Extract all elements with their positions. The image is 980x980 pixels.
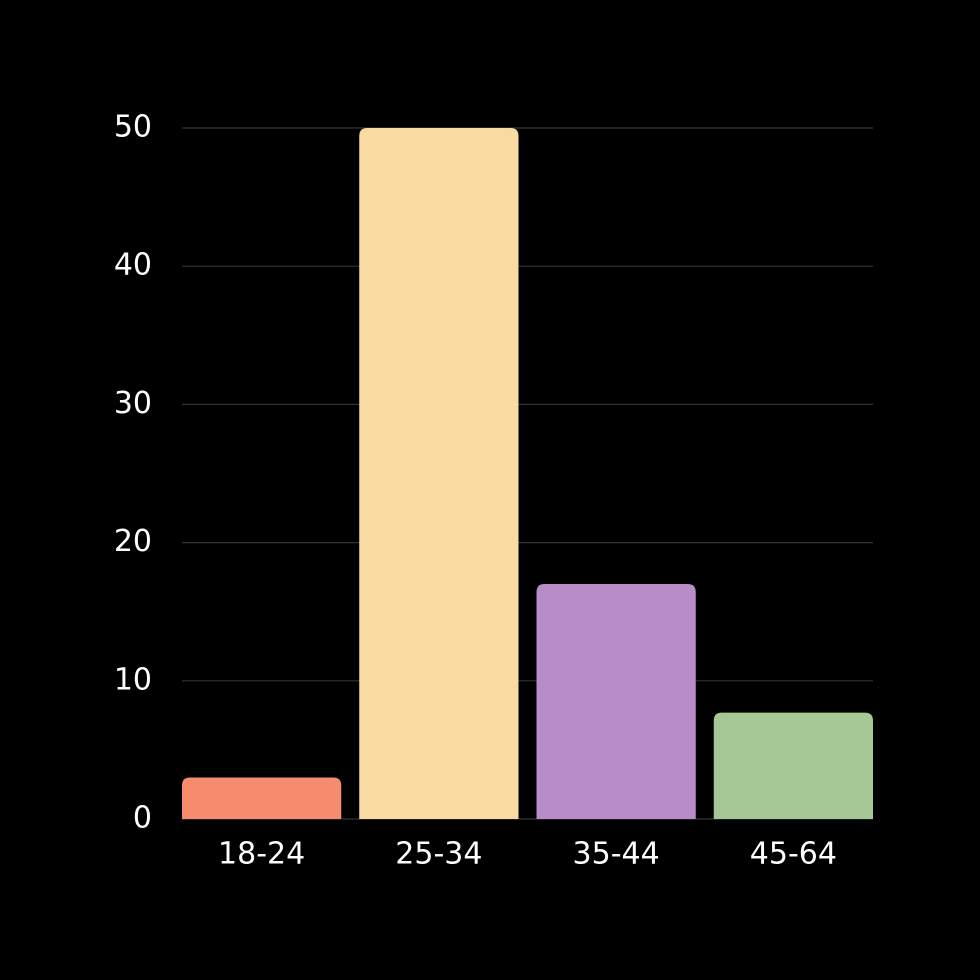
x-tick-label: 18-24 (218, 837, 305, 872)
x-tick-label: 25-34 (395, 837, 482, 872)
bar (713, 712, 873, 819)
y-tick-label: 10 (114, 662, 152, 697)
y-tick-label: 30 (114, 386, 152, 421)
y-tick-label: 50 (114, 110, 152, 145)
bar (536, 584, 696, 819)
y-tick-label: 40 (114, 248, 152, 283)
bar (359, 128, 519, 819)
bar (182, 777, 342, 819)
x-tick-label: 45-64 (750, 837, 837, 872)
x-tick-label: 35-44 (573, 837, 660, 872)
y-tick-label: 0 (133, 801, 152, 836)
y-tick-label: 20 (114, 524, 152, 559)
